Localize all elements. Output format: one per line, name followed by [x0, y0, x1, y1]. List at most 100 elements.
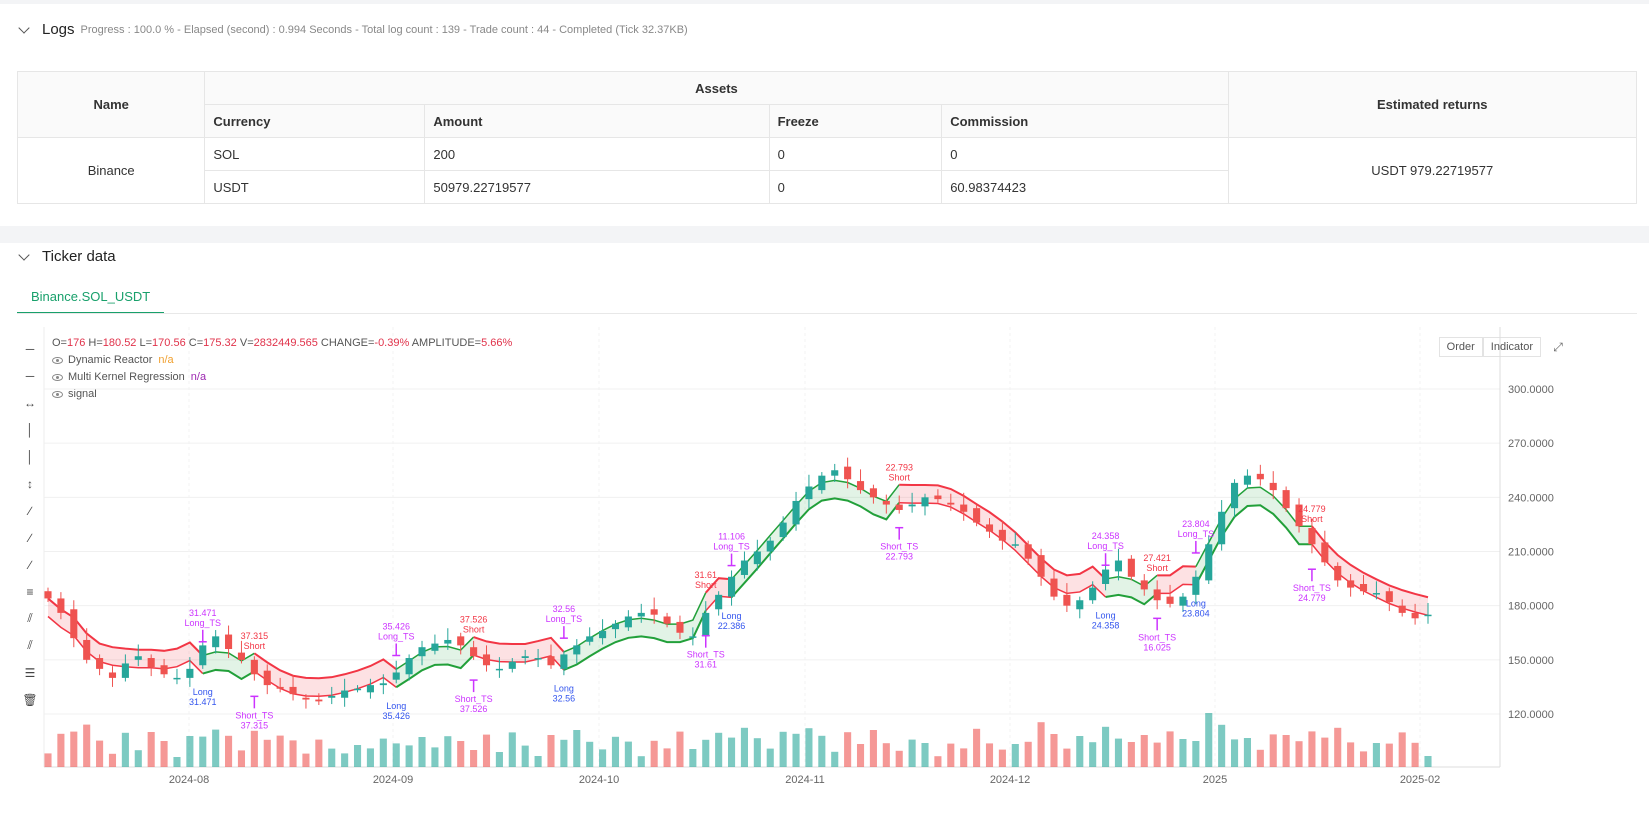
- dynamic-reactor-line: [253, 652, 397, 680]
- x-tick-label: 2025: [1203, 774, 1227, 786]
- candle: [908, 504, 916, 507]
- trade-label-sub: Short: [1146, 563, 1168, 573]
- candle: [1243, 475, 1251, 485]
- trade-label-sub: Long_TS: [1178, 529, 1215, 539]
- kernel-regression-line: [1194, 504, 1312, 586]
- vertical-segment-icon[interactable]: │: [26, 449, 34, 464]
- candle: [508, 661, 516, 669]
- candle: [831, 470, 839, 476]
- bearish-band-fill: [473, 637, 564, 670]
- pitchfork-icon[interactable]: ⫽: [27, 611, 33, 625]
- kernel-regression-line: [730, 497, 901, 599]
- candle: [160, 665, 168, 675]
- volume-bar: [534, 756, 542, 767]
- col-currency: Currency: [204, 104, 426, 138]
- candle: [599, 630, 607, 639]
- volume-bar: [392, 743, 400, 767]
- candle: [960, 504, 968, 512]
- candle: [1011, 544, 1019, 546]
- volume-bar: [1140, 735, 1148, 767]
- trade-label-sub: Short: [888, 472, 910, 482]
- candle: [1076, 600, 1084, 610]
- vertical-line-icon[interactable]: │: [26, 422, 34, 437]
- chart-legend: O=176 H=180.52 L=170.56 C=175.32 V=28324…: [52, 335, 512, 403]
- candle: [444, 639, 452, 644]
- candle: [1205, 544, 1213, 581]
- ticker-header[interactable]: Ticker data: [18, 248, 116, 265]
- trade-label: 37.526: [460, 615, 488, 625]
- logs-header[interactable]: Logs Progress : 100.0 % - Elapsed (secon…: [18, 21, 688, 38]
- eye-icon[interactable]: [52, 357, 63, 364]
- candle: [1295, 504, 1303, 527]
- trade-label-sub: 24.358: [1092, 621, 1120, 631]
- volume-bar: [405, 745, 413, 767]
- candle: [495, 668, 503, 671]
- parallel-channel-icon[interactable]: ∕: [28, 557, 31, 572]
- indicator-signal[interactable]: signal: [52, 386, 512, 403]
- candle: [586, 636, 594, 642]
- candle: [147, 658, 155, 668]
- ray-tool-icon[interactable]: ─: [25, 368, 35, 383]
- volume-bar: [663, 748, 671, 767]
- dynamic-reactor-line: [1311, 525, 1429, 599]
- volume-bar: [624, 741, 632, 767]
- volume-bar: [225, 735, 233, 767]
- trade-label: 32.56: [553, 604, 576, 614]
- commission-cell: 60.98374423: [941, 170, 1229, 204]
- candle: [1411, 612, 1419, 619]
- candle: [1372, 593, 1380, 595]
- x-tick-label: 2024-09: [373, 774, 413, 786]
- chevron-down-icon[interactable]: [18, 250, 32, 264]
- candle: [624, 616, 632, 628]
- bullish-band-fill: [202, 651, 255, 679]
- indicator-multi-kernel[interactable]: Multi Kernel Regression n/a: [52, 369, 512, 386]
- chart-area[interactable]: ─ ─ ↔ │ │ ↕ ∕ ∕ ∕ ≡ ⫽ ⫽ ☰ 🗑 O=176 H=180.52 L=170.56 C…: [0, 327, 1649, 835]
- volume-bar: [418, 737, 426, 767]
- trend-line-icon[interactable]: ∕: [28, 503, 31, 518]
- candle: [740, 560, 748, 575]
- chart-top-buttons: Order Indicator ⤢: [1438, 337, 1569, 357]
- candle: [1359, 584, 1368, 592]
- volume-bar: [1256, 749, 1264, 767]
- candle: [676, 621, 684, 633]
- order-button[interactable]: Order: [1438, 337, 1483, 357]
- extended-line-icon[interactable]: ↔: [24, 395, 36, 410]
- line-tool-icon[interactable]: ─: [25, 341, 35, 356]
- price-range-icon[interactable]: ↕: [27, 476, 33, 491]
- price-chart[interactable]: 300.0000 270.0000 240.0000 210.0000 180.0000…: [0, 327, 1649, 835]
- tab-binance-sol-usdt[interactable]: Binance.SOL_USDT: [17, 281, 165, 314]
- volume-bar: [508, 732, 516, 767]
- tab-divider: [17, 313, 1637, 314]
- volume-bar: [1218, 724, 1226, 767]
- candle: [134, 656, 142, 660]
- candle: [934, 495, 942, 500]
- candle: [431, 643, 439, 651]
- eye-icon[interactable]: [52, 391, 63, 398]
- y-tick-label: 240.0000: [1508, 492, 1554, 504]
- chevron-down-icon[interactable]: [18, 23, 32, 37]
- expand-icon[interactable]: ⤢: [1553, 339, 1563, 354]
- y-tick-label: 150.0000: [1508, 655, 1554, 667]
- trade-label-sub: 24.779: [1298, 593, 1326, 603]
- candle: [1024, 544, 1032, 559]
- volume-bar: [96, 740, 104, 767]
- indicator-button[interactable]: Indicator: [1482, 337, 1541, 357]
- volume-bar: [895, 750, 903, 767]
- indicator-dynamic-reactor[interactable]: Dynamic Reactor n/a: [52, 352, 512, 369]
- trade-label-sub: Long_TS: [713, 542, 750, 552]
- candle: [637, 612, 645, 617]
- fib-icon[interactable]: ≡: [26, 584, 34, 599]
- trash-icon[interactable]: 🗑: [22, 692, 38, 707]
- freeze-cell: 0: [768, 137, 943, 171]
- pen-icon[interactable]: ⫽: [27, 638, 33, 652]
- measure-icon[interactable]: ☰: [24, 665, 36, 680]
- volume-bar: [134, 750, 142, 767]
- volume-bar: [173, 757, 181, 767]
- eye-icon[interactable]: [52, 374, 63, 381]
- candle: [715, 594, 723, 610]
- bullish-band-fill: [1195, 487, 1312, 585]
- arrow-line-icon[interactable]: ∕: [28, 530, 31, 545]
- currency-cell: SOL: [204, 137, 426, 171]
- candle: [328, 695, 336, 698]
- logs-panel: Logs Progress : 100.0 % - Elapsed (secon…: [0, 4, 1649, 226]
